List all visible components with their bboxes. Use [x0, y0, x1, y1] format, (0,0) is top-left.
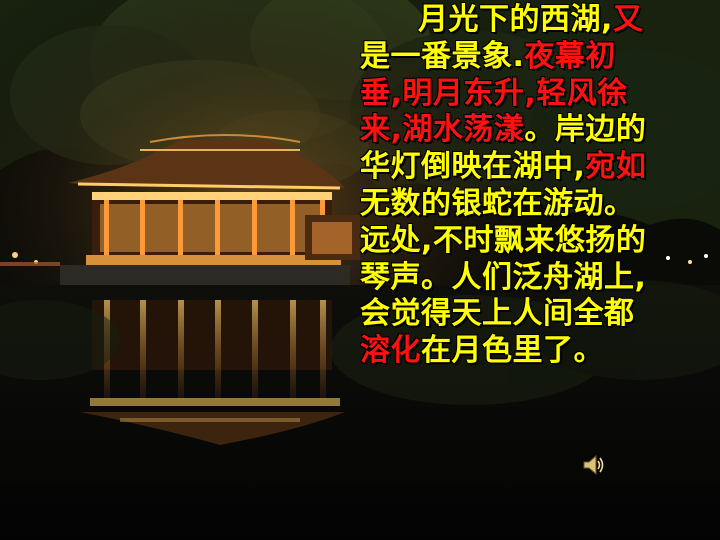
speaker-icon[interactable]	[582, 453, 604, 477]
text-segment: 无数的银蛇在游动。	[360, 185, 635, 221]
text-segment: 会觉得天上人间全都	[360, 296, 635, 332]
highlighted-text: 又	[612, 2, 644, 37]
text-line: 琴声。人们泛舟湖上,	[360, 260, 712, 297]
text-segment: 在月色里了。	[421, 333, 604, 369]
text-segment: 月光下的西湖,	[418, 2, 613, 37]
text-segment: 琴声。人们泛舟湖上,	[360, 259, 647, 295]
highlighted-text: 宛如	[585, 149, 647, 185]
text-line: 远处,不时飘来悠扬的	[360, 223, 712, 260]
highlighted-text: 来,湖水荡漾	[360, 112, 525, 148]
far-lights	[0, 252, 708, 266]
text-segment: 华灯倒映在湖中,	[360, 149, 586, 185]
tree-reflection	[0, 280, 720, 405]
text-line: 垂,明月东升,轻风徐	[360, 76, 712, 113]
text-line: 会觉得天上人间全都	[360, 296, 712, 333]
text-segment: 远处,不时飘来悠扬的	[360, 222, 647, 258]
pavilion	[60, 134, 360, 285]
pavilion-reflection	[80, 300, 345, 445]
text-line: 月光下的西湖,又	[360, 2, 712, 39]
text-line: 华灯倒映在湖中,宛如	[360, 149, 712, 186]
text-segment: 是一番景象.	[360, 38, 525, 74]
poem-text: 月光下的西湖,又 是一番景象.夜幕初 垂,明月东升,轻风徐 来,湖水荡漾。岸边的 华灯倒…	[360, 2, 712, 370]
text-line: 无数的银蛇在游动。	[360, 186, 712, 223]
text-segment: 。岸边的	[524, 112, 647, 148]
text-line: 来,湖水荡漾。岸边的	[360, 112, 712, 149]
highlighted-text: 溶化	[360, 333, 421, 369]
highlighted-text: 夜幕初	[524, 38, 616, 74]
text-line: 溶化在月色里了。	[360, 333, 712, 370]
text-line: 是一番景象.夜幕初	[360, 39, 712, 76]
highlighted-text: 垂,明月东升,轻风徐	[360, 75, 628, 111]
